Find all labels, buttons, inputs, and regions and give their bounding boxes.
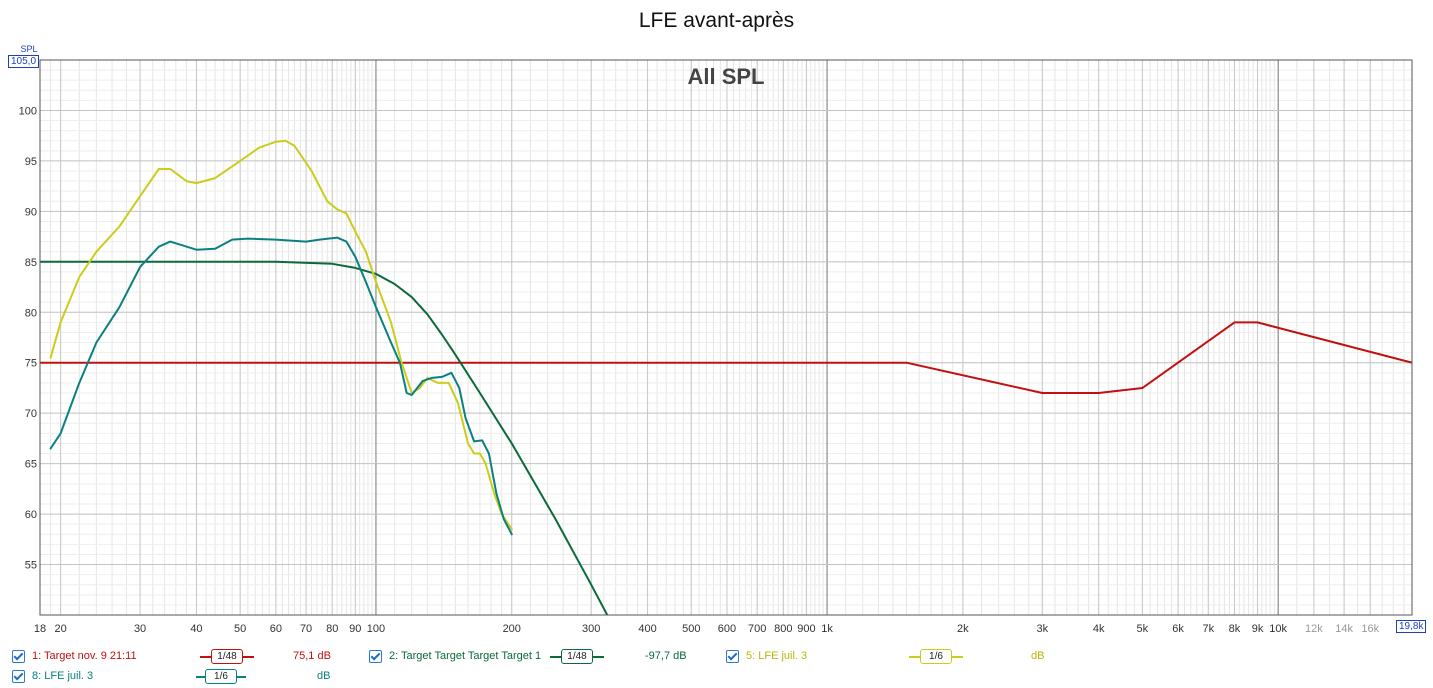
series-line-2: [40, 260, 609, 615]
smoothing-box-4[interactable]: 1/6: [205, 669, 237, 684]
legend-smoothing-3[interactable]: 1/6: [909, 649, 963, 664]
legend-smoothing-2[interactable]: 1/48: [550, 649, 604, 664]
legend-checkbox-4[interactable]: [12, 670, 25, 683]
x-tick-label: 10k: [1269, 623, 1287, 635]
x-tick-label: 50: [234, 623, 246, 635]
x-tick-label: 14k: [1335, 623, 1353, 635]
y-tick-label: 75: [25, 358, 37, 370]
legend-label-4: 8: LFE juil. 3: [32, 670, 94, 682]
x-tick-label: 7k: [1202, 623, 1214, 635]
smoothing-box-1[interactable]: 1/48: [211, 649, 243, 664]
y-tick-label: 95: [25, 156, 37, 168]
legend-label-1: 1: Target nov. 9 21:11: [32, 650, 137, 662]
x-max-label[interactable]: 19,8k: [1396, 620, 1427, 633]
legend-item-4[interactable]: 8: LFE juil. 3 1/6 dB: [12, 669, 352, 685]
x-tick-label: 60: [270, 623, 282, 635]
legend-value-3: dB: [1031, 650, 1045, 662]
smoothing-box-3[interactable]: 1/6: [920, 649, 952, 664]
y-max-label[interactable]: 105,0: [8, 55, 40, 68]
x-tick-label: 18: [34, 623, 46, 635]
plot-frame: [39, 59, 1413, 616]
y-tick-label: 60: [25, 509, 37, 521]
legend-item-1[interactable]: 1: Target nov. 9 21:11 1/48 75,1 dB: [12, 649, 352, 665]
legend-smoothing-4[interactable]: 1/6: [196, 669, 246, 684]
x-tick-label: 3k: [1036, 623, 1048, 635]
x-tick-label: 1k: [821, 623, 833, 635]
axes: 55 60 65 70 75 80 85 90 95 100 18 20 30 40 50 60 70 80 90 1…: [19, 59, 1413, 635]
x-tick-label: 400: [638, 623, 656, 635]
y-tick-label: 80: [25, 307, 37, 319]
x-tick-label: 100: [367, 623, 385, 635]
x-tick-label: 30: [134, 623, 146, 635]
y-tick-label: 65: [25, 459, 37, 471]
x-tick-label: 90: [349, 623, 361, 635]
legend-smoothing-1[interactable]: 1/48: [200, 649, 254, 664]
legend-label-3: 5: LFE juil. 3: [746, 650, 808, 662]
series-line-4: [49, 236, 513, 536]
x-tick-label: 6k: [1172, 623, 1184, 635]
smoothing-box-2[interactable]: 1/48: [561, 649, 593, 664]
x-tick-label: 300: [582, 623, 600, 635]
chart-title: LFE avant-après: [638, 9, 795, 32]
overlay-label: All SPL: [687, 64, 764, 89]
x-tick-label: 70: [300, 623, 312, 635]
x-tick-label: 12k: [1305, 623, 1323, 635]
legend-checkbox-1[interactable]: [12, 650, 25, 663]
x-tick-label: 8k: [1229, 623, 1241, 635]
x-tick-label: 20: [55, 623, 67, 635]
legend-value-1: 75,1 dB: [293, 650, 331, 662]
legend-item-3[interactable]: 5: LFE juil. 3 1/6 dB: [726, 649, 1066, 665]
y-axis-label: SPL: [20, 44, 37, 54]
legend-label-2: 2: Target Target Target Target 1: [389, 650, 542, 662]
legend-item-2[interactable]: 2: Target Target Target Target 1 1/48 -9…: [369, 649, 709, 665]
x-tick-label: 800: [774, 623, 792, 635]
grid: [39, 60, 1412, 615]
x-tick-label: 4k: [1093, 623, 1105, 635]
series-line-3: [49, 139, 513, 531]
x-tick-label: 200: [503, 623, 521, 635]
legend-value-2: -97,7 dB: [645, 650, 687, 662]
y-tick-label: 90: [25, 206, 37, 218]
y-tick-label: 100: [19, 105, 37, 117]
x-tick-label: 600: [718, 623, 736, 635]
x-tick-label: 5k: [1137, 623, 1149, 635]
series-line-1: [40, 321, 1412, 394]
series-layer: [40, 139, 1412, 615]
y-tick-label: 55: [25, 560, 37, 572]
legend-checkbox-2[interactable]: [369, 650, 382, 663]
x-tick-label: 80: [326, 623, 338, 635]
y-tick-label: 85: [25, 257, 37, 269]
x-tick-label: 2k: [957, 623, 969, 635]
x-tick-label: 500: [682, 623, 700, 635]
x-tick-label: 16k: [1361, 623, 1379, 635]
x-tick-label: 9k: [1252, 623, 1264, 635]
legend-value-4: dB: [317, 670, 331, 682]
y-tick-label: 70: [25, 408, 37, 420]
x-tick-label: 700: [748, 623, 766, 635]
x-tick-label: 40: [190, 623, 202, 635]
x-tick-label: 900: [797, 623, 815, 635]
legend-checkbox-3[interactable]: [726, 650, 739, 663]
